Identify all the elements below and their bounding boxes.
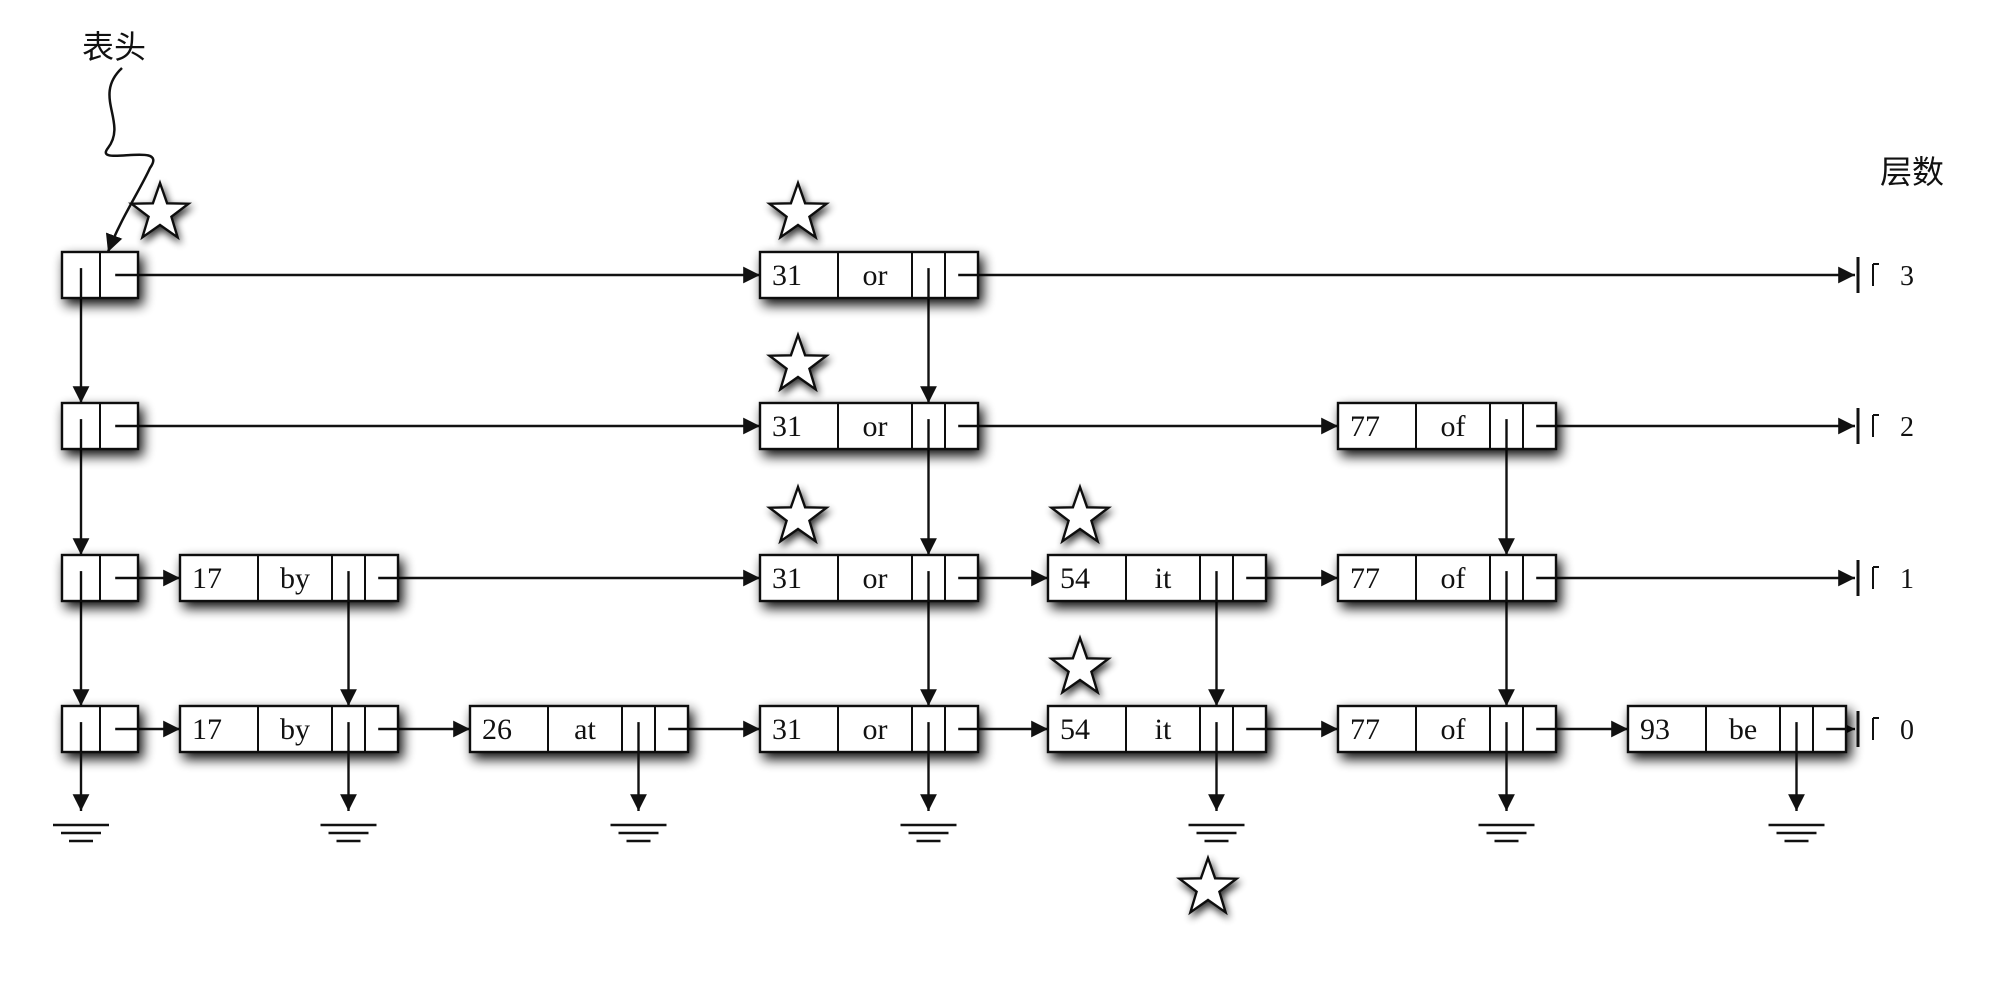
star-icon [1048,483,1112,545]
ground-symbol [900,823,957,843]
node-31-level-3 [758,250,980,300]
node-value: of [1441,410,1466,443]
node-key: 26 [482,713,512,746]
node-value: it [1155,713,1172,746]
node-key: 54 [1060,713,1090,746]
star-icon [766,483,830,545]
ground-symbol [1478,823,1535,843]
node-31-level-0 [758,704,980,754]
node-key: 31 [772,713,802,746]
node-key: 77 [1350,562,1380,595]
node-key: 31 [772,410,802,443]
level-number: 0 [1900,715,1914,746]
node-value: or [863,259,888,292]
node-93-level-0 [1626,704,1848,754]
node-key: 93 [1640,713,1670,746]
node-value: of [1441,562,1466,595]
level-labels-layer: 3 2 1 0 [1856,257,1914,747]
nodes-layer: 17 by 17 by 26 at 31 or 31 or 31 or 31 or 54 it 54 it 77 of… [60,250,1848,754]
node-key: 17 [192,562,222,595]
node-value: or [863,713,888,746]
node-value: or [863,410,888,443]
node-value: by [280,562,310,595]
node-value: it [1155,562,1172,595]
ground-symbol [320,823,377,843]
null-terminator-level-2 [1856,408,1879,444]
node-31-level-1 [758,553,980,603]
levels-title: 层数 [1880,153,1944,191]
ground-symbol [1768,823,1825,843]
node-key: 77 [1350,713,1380,746]
level-number: 1 [1900,564,1914,595]
node-77-level-0 [1336,704,1558,754]
search-markers-layer [128,179,1240,916]
head-node-level-0 [60,704,140,754]
null-terminator-level-1 [1856,560,1879,596]
node-key: 77 [1350,410,1380,443]
star-icon [128,179,192,241]
head-node-level-3 [60,250,140,300]
node-17-level-0 [178,704,400,754]
head-node-level-2 [60,401,140,451]
ground-symbol [53,823,109,843]
star-icon [1176,854,1240,916]
node-key: 17 [192,713,222,746]
node-key: 31 [772,562,802,595]
null-terminator-level-3 [1856,257,1879,293]
node-value: or [863,562,888,595]
node-17-level-1 [178,553,400,603]
node-value: of [1441,713,1466,746]
star-icon [1048,634,1112,696]
node-77-level-1 [1336,553,1558,603]
node-key: 54 [1060,562,1090,595]
head-pointer-arrow [104,67,155,253]
star-icon [766,179,830,241]
ground-symbol [1188,823,1245,843]
node-value: by [280,713,310,746]
null-terminators-layer [53,752,1825,843]
node-54-level-0 [1046,704,1268,754]
node-value: be [1729,713,1757,746]
level-number: 3 [1900,261,1914,292]
node-key: 31 [772,259,802,292]
head-label: 表头 [82,28,146,66]
links-layer [72,266,1855,738]
node-26-level-0 [468,704,690,754]
null-terminator-level-0 [1856,711,1879,747]
node-value: at [574,713,596,746]
node-54-level-1 [1046,553,1268,603]
head-node-level-1 [60,553,140,603]
star-icon [766,331,830,393]
level-number: 2 [1900,412,1914,443]
node-31-level-2 [758,401,980,451]
node-77-level-2 [1336,401,1558,451]
ground-symbol [610,823,667,843]
